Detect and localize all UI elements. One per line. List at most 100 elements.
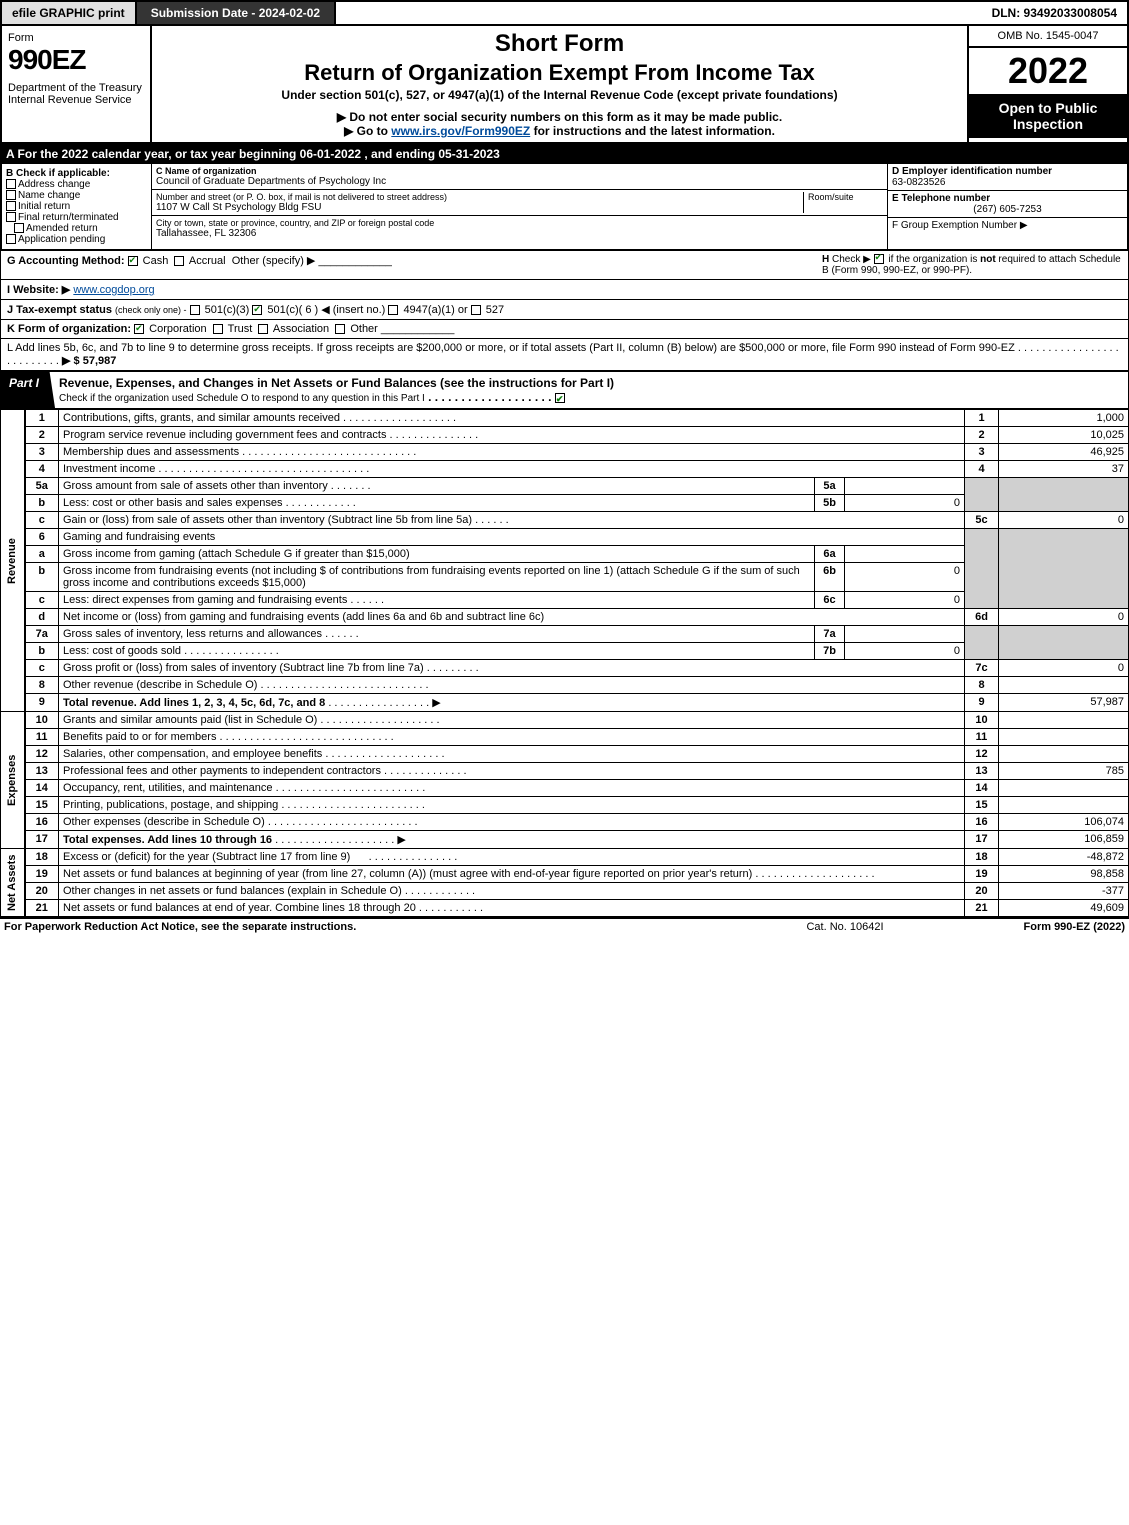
chk-trust[interactable] <box>213 324 223 334</box>
d-14: Occupancy, rent, utilities, and maintena… <box>59 780 965 797</box>
d-4: Investment income . . . . . . . . . . . … <box>59 461 965 478</box>
ln-7b: b <box>25 643 59 660</box>
rv-7c: 0 <box>999 660 1129 677</box>
ln-6b: b <box>25 563 59 592</box>
ln-17: 17 <box>25 831 59 849</box>
d-6a: Gross income from gaming (attach Schedul… <box>59 546 815 563</box>
d-6c: Less: direct expenses from gaming and fu… <box>59 592 815 609</box>
sv-6b: 0 <box>845 563 965 592</box>
side-revenue: Revenue <box>1 410 25 712</box>
ln-7c: c <box>25 660 59 677</box>
chk-amended[interactable]: Amended return <box>6 223 147 234</box>
sn-6b: 6b <box>815 563 845 592</box>
ln-13: 13 <box>25 763 59 780</box>
sv-6a <box>845 546 965 563</box>
chk-corp[interactable] <box>134 324 144 334</box>
d-8: Other revenue (describe in Schedule O) .… <box>59 677 965 694</box>
d-11: Benefits paid to or for members . . . . … <box>59 729 965 746</box>
c-street-row: Number and street (or P. O. box, if mail… <box>152 190 887 216</box>
line-j: J Tax-exempt status (check only one) - 5… <box>0 300 1129 320</box>
rv-13: 785 <box>999 763 1129 780</box>
city-label: City or town, state or province, country… <box>156 218 883 228</box>
chk-501c[interactable] <box>252 305 262 315</box>
chk-h[interactable] <box>874 254 884 264</box>
section-bcdef: B Check if applicable: Address change Na… <box>0 164 1129 251</box>
chk-address[interactable]: Address change <box>6 179 147 190</box>
e-phone: E Telephone number (267) 605-7253 <box>888 191 1127 218</box>
open-public: Open to Public Inspection <box>969 94 1127 138</box>
rv-4: 37 <box>999 461 1129 478</box>
chk-pending[interactable]: Application pending <box>6 234 147 245</box>
sn-6c: 6c <box>815 592 845 609</box>
c-name: C Name of organization Council of Gradua… <box>152 164 887 190</box>
j-label: J Tax-exempt status <box>7 304 112 316</box>
form-word: Form <box>8 32 144 44</box>
chk-cash[interactable] <box>128 256 138 266</box>
col-de: D Employer identification number 63-0823… <box>887 164 1127 249</box>
opt-527: 527 <box>486 304 504 316</box>
rv-21: 49,609 <box>999 900 1129 917</box>
rv-6d: 0 <box>999 609 1129 626</box>
ln-6d: d <box>25 609 59 626</box>
under-section: Under section 501(c), 527, or 4947(a)(1)… <box>156 88 963 102</box>
part1-tab: Part I <box>1 372 55 408</box>
col-c: C Name of organization Council of Gradua… <box>152 164 887 249</box>
chk-assoc[interactable] <box>258 324 268 334</box>
chk-final[interactable]: Final return/terminated <box>6 212 147 223</box>
chk-final-label: Final return/terminated <box>18 212 119 223</box>
d-1: Contributions, gifts, grants, and simila… <box>59 410 965 427</box>
rn-7c: 7c <box>965 660 999 677</box>
d-3: Membership dues and assessments . . . . … <box>59 444 965 461</box>
rn-1: 1 <box>965 410 999 427</box>
d-5c: Gain or (loss) from sale of assets other… <box>59 512 965 529</box>
d-ein: D Employer identification number 63-0823… <box>888 164 1127 191</box>
rv-15 <box>999 797 1129 814</box>
department: Department of the Treasury Internal Reve… <box>8 82 144 106</box>
opt-other-org: Other <box>350 323 378 335</box>
chk-name[interactable]: Name change <box>6 190 147 201</box>
opt-other: Other (specify) ▶ <box>232 255 316 267</box>
chk-accrual[interactable] <box>174 256 184 266</box>
side-expenses: Expenses <box>1 712 25 849</box>
ln-14: 14 <box>25 780 59 797</box>
chk-501c3[interactable] <box>190 305 200 315</box>
chk-4947[interactable] <box>388 305 398 315</box>
grey-6 <box>965 529 999 609</box>
chk-other-org[interactable] <box>335 324 345 334</box>
rn-3: 3 <box>965 444 999 461</box>
d-19: Net assets or fund balances at beginning… <box>59 866 965 883</box>
grey-5 <box>965 478 999 512</box>
chk-name-label: Name change <box>18 190 80 201</box>
header-mid: Short Form Return of Organization Exempt… <box>152 26 967 142</box>
d-7a: Gross sales of inventory, less returns a… <box>59 626 815 643</box>
website-link[interactable]: www.cogdop.org <box>73 284 154 296</box>
chk-pending-label: Application pending <box>18 234 105 245</box>
sv-6c: 0 <box>845 592 965 609</box>
d-18: Excess or (deficit) for the year (Subtra… <box>59 849 965 866</box>
irs-link-line: ▶ Go to www.irs.gov/Form990EZ for instru… <box>156 124 963 138</box>
rv-18: -48,872 <box>999 849 1129 866</box>
rv-10 <box>999 712 1129 729</box>
rv-20: -377 <box>999 883 1129 900</box>
d-12: Salaries, other compensation, and employ… <box>59 746 965 763</box>
ln-5b: b <box>25 495 59 512</box>
efile-print-button[interactable]: efile GRAPHIC print <box>2 2 137 24</box>
chk-527[interactable] <box>471 305 481 315</box>
g-label: G Accounting Method: <box>7 255 125 267</box>
d-7b: Less: cost of goods sold . . . . . . . .… <box>59 643 815 660</box>
irs-link[interactable]: www.irs.gov/Form990EZ <box>391 124 530 138</box>
ln-5c: c <box>25 512 59 529</box>
sn-5b: 5b <box>815 495 845 512</box>
f-label: F Group Exemption Number ▶ <box>892 220 1123 231</box>
g-accounting: G Accounting Method: Cash Accrual Other … <box>7 254 822 276</box>
footer-form: Form 990-EZ (2022) <box>945 921 1125 933</box>
part1-check[interactable] <box>555 393 565 403</box>
sn-6a: 6a <box>815 546 845 563</box>
street-label: Number and street (or P. O. box, if mail… <box>156 192 803 202</box>
line-l: L Add lines 5b, 6c, and 7b to line 9 to … <box>0 339 1129 371</box>
j-note: (check only one) - <box>115 305 187 315</box>
chk-initial[interactable]: Initial return <box>6 201 147 212</box>
rn-15: 15 <box>965 797 999 814</box>
note2-prefix: ▶ Go to <box>344 124 391 138</box>
rv-16: 106,074 <box>999 814 1129 831</box>
